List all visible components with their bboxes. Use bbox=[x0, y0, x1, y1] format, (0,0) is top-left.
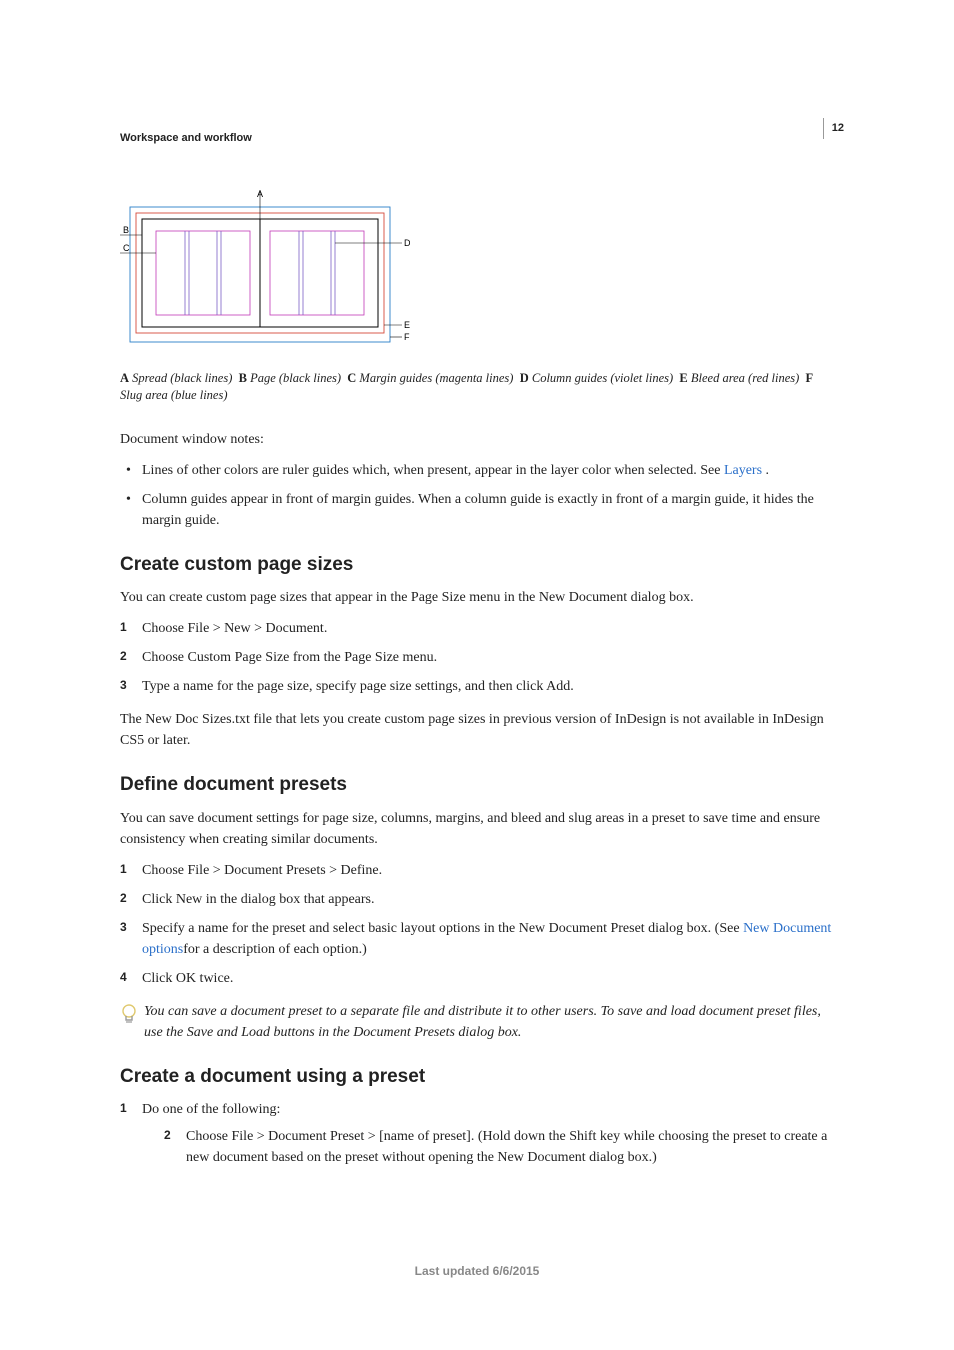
list-item: Choose File > Document Preset > [name of… bbox=[164, 1126, 834, 1168]
spread-diagram: A B C D E F bbox=[120, 187, 834, 364]
heading-custom-page-sizes: Create custom page sizes bbox=[120, 551, 834, 580]
svg-text:B: B bbox=[123, 225, 129, 235]
tip-note: You can save a document preset to a sepa… bbox=[120, 1001, 834, 1043]
svg-text:F: F bbox=[404, 332, 410, 342]
nested-list: Choose File > Document Preset > [name of… bbox=[164, 1126, 834, 1168]
list-item: Choose File > Document Presets > Define. bbox=[120, 860, 834, 881]
docwin-notes-list: Lines of other colors are ruler guides w… bbox=[120, 460, 834, 531]
diagram-caption: A Spread (black lines) B Page (black lin… bbox=[120, 370, 834, 405]
heading-create-using-preset: Create a document using a preset bbox=[120, 1063, 834, 1092]
custom-steps: Choose File > New > Document. Choose Cus… bbox=[120, 618, 834, 697]
usepreset-steps: Do one of the following: Choose File > D… bbox=[120, 1099, 834, 1168]
lightbulb-icon bbox=[120, 1003, 138, 1032]
footer-updated: Last updated 6/6/2015 bbox=[0, 1262, 954, 1280]
tip-text: You can save a document preset to a sepa… bbox=[144, 1001, 834, 1043]
list-item: Do one of the following: Choose File > D… bbox=[120, 1099, 834, 1168]
list-item: Specify a name for the preset and select… bbox=[120, 918, 834, 960]
list-item: Lines of other colors are ruler guides w… bbox=[120, 460, 834, 481]
svg-text:D: D bbox=[404, 238, 410, 248]
list-item: Choose File > New > Document. bbox=[120, 618, 834, 639]
page-number: 12 bbox=[823, 118, 844, 139]
svg-text:A: A bbox=[257, 189, 263, 199]
presets-steps: Choose File > Document Presets > Define.… bbox=[120, 860, 834, 989]
docwin-notes-heading: Document window notes: bbox=[120, 429, 834, 450]
svg-text:E: E bbox=[404, 320, 410, 330]
list-item: Click New in the dialog box that appears… bbox=[120, 889, 834, 910]
heading-define-presets: Define document presets bbox=[120, 771, 834, 800]
section-header: Workspace and workflow bbox=[120, 130, 834, 147]
list-item: Click OK twice. bbox=[120, 968, 834, 989]
list-item: Column guides appear in front of margin … bbox=[120, 489, 834, 531]
custom-intro: You can create custom page sizes that ap… bbox=[120, 587, 834, 608]
list-item: Type a name for the page size, specify p… bbox=[120, 676, 834, 697]
layers-link[interactable]: Layers bbox=[724, 463, 762, 478]
list-item: Choose Custom Page Size from the Page Si… bbox=[120, 647, 834, 668]
custom-note: The New Doc Sizes.txt file that lets you… bbox=[120, 709, 834, 751]
presets-intro: You can save document settings for page … bbox=[120, 808, 834, 850]
svg-text:C: C bbox=[123, 243, 130, 253]
